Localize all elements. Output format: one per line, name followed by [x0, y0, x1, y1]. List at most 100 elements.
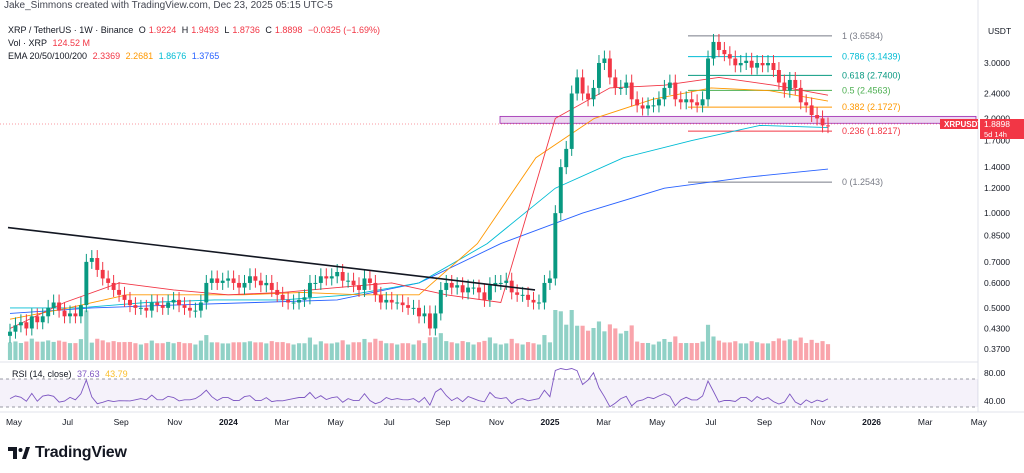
legend-vol-value: 124.52 M [52, 38, 91, 48]
volume-bar [624, 330, 629, 360]
legend-l-val: 1.8736 [232, 25, 260, 35]
volume-bar [449, 342, 454, 360]
candle-body [455, 285, 460, 288]
volume-bar [247, 341, 253, 360]
volume-bar [678, 343, 683, 360]
price-axis[interactable]: USDT 3.0000 2.4000 2.0000 1.7000 1.4000 1.2000… [984, 26, 1011, 354]
candle-body [787, 79, 792, 91]
candle-body [607, 58, 612, 78]
candle-body [215, 278, 220, 283]
volume-bar [591, 327, 596, 360]
volume-bar [744, 343, 749, 360]
legend-ema100-value: 1.8676 [158, 51, 187, 61]
volume-bar [673, 336, 678, 360]
candle-body [117, 289, 122, 295]
volume-bar [411, 344, 416, 360]
volume-bar [427, 337, 432, 360]
time-axis-tick: May [971, 417, 988, 427]
volume-bar [607, 324, 612, 360]
trendline[interactable] [7, 226, 536, 291]
fib-level-label: 0.786 (3.1439) [842, 52, 901, 62]
volume-bar [716, 340, 722, 360]
rsi-level-80: 80.00 [984, 368, 1006, 378]
candlesticks [8, 33, 830, 343]
candle-body [373, 282, 378, 295]
volume-bar [825, 344, 831, 360]
fib-level-label: 0.5 (2.4563) [842, 85, 891, 95]
volume-bar [335, 342, 340, 360]
candle-body [466, 287, 471, 293]
volume-bar [29, 338, 34, 360]
candle-body [722, 49, 727, 55]
candle-body [8, 331, 12, 336]
volume-bar [525, 342, 531, 360]
rsi-name[interactable]: RSI (14, close) [12, 369, 72, 379]
volume-bar [378, 340, 383, 360]
price-axis-tick: 0.8500 [984, 230, 1010, 240]
volume-bar [78, 339, 83, 360]
candle-body [553, 213, 558, 279]
tradingview-logo-icon [8, 447, 30, 459]
volume-bar [176, 341, 182, 360]
time-axis-tick: 2026 [862, 417, 881, 427]
volume-bar [667, 341, 672, 360]
candle-body [57, 302, 62, 311]
legend-ema-label[interactable]: EMA 20/50/100/200 [8, 51, 88, 61]
candle-body [537, 302, 541, 304]
volume-bar [438, 333, 443, 360]
candle-body [444, 282, 449, 290]
volume-bar [662, 338, 667, 360]
candle-body [160, 305, 165, 308]
legend-symbol[interactable]: XRP / TetherUS · 1W · Binance [8, 25, 134, 35]
candle-body [689, 99, 694, 103]
candle-body [482, 292, 487, 300]
volume-bar [733, 341, 738, 360]
price-tag-symbol: XRPUSDT [944, 120, 982, 129]
candle-body [493, 282, 498, 286]
candle-body [62, 310, 67, 317]
volume-bar [187, 343, 193, 360]
footer-brand[interactable]: TradingView [8, 441, 127, 465]
volume-bar [569, 310, 574, 360]
rsi-ma-value: 43.79 [105, 369, 128, 379]
volume-bar [89, 342, 94, 360]
volume-bar [444, 341, 449, 360]
volume-bar [553, 310, 558, 360]
candle-body [640, 105, 645, 109]
candle-body [18, 322, 23, 326]
candle-body [237, 282, 242, 288]
time-axis-tick: Mar [596, 417, 611, 427]
time-axis[interactable]: May Jul Sep Nov 2024 Mar May Jul Sep Nov 2025 Mar Ma… [6, 417, 988, 427]
volume-bar [645, 342, 651, 360]
volume-bar [771, 341, 776, 360]
volume-bar [798, 337, 803, 360]
candle-body [78, 305, 83, 317]
candle-body [177, 299, 182, 306]
ema20-line [9, 76, 829, 329]
candle-body [526, 294, 531, 300]
chart-plot-area[interactable] [0, 0, 978, 412]
chart-header: Jake_Simmons created with TradingView.co… [0, 0, 1024, 12]
volume-bar [226, 343, 231, 360]
candle-body [733, 58, 738, 66]
volume-bar [67, 343, 73, 360]
volume-bar [564, 324, 569, 360]
candle-body [782, 82, 787, 91]
volume-bar [269, 341, 274, 360]
candle-body [89, 258, 94, 262]
volume-bar [215, 342, 220, 360]
fibonacci-retracement[interactable]: 1 (3.6584) 0.786 (3.1439) 0.618 (2.7400) 0.… [688, 31, 901, 187]
candle-body [138, 307, 143, 309]
legend-vol-label[interactable]: Vol · XRP [8, 38, 48, 48]
candle-body [804, 102, 809, 106]
volume-bar [493, 343, 498, 360]
candle-body [340, 271, 345, 281]
candle-body [738, 63, 743, 66]
candle-body [46, 307, 51, 317]
candle-body [144, 307, 149, 311]
candle-body [515, 292, 520, 295]
volume-bar [395, 344, 400, 360]
volume-bar [182, 343, 187, 360]
volume-bar [275, 342, 280, 360]
